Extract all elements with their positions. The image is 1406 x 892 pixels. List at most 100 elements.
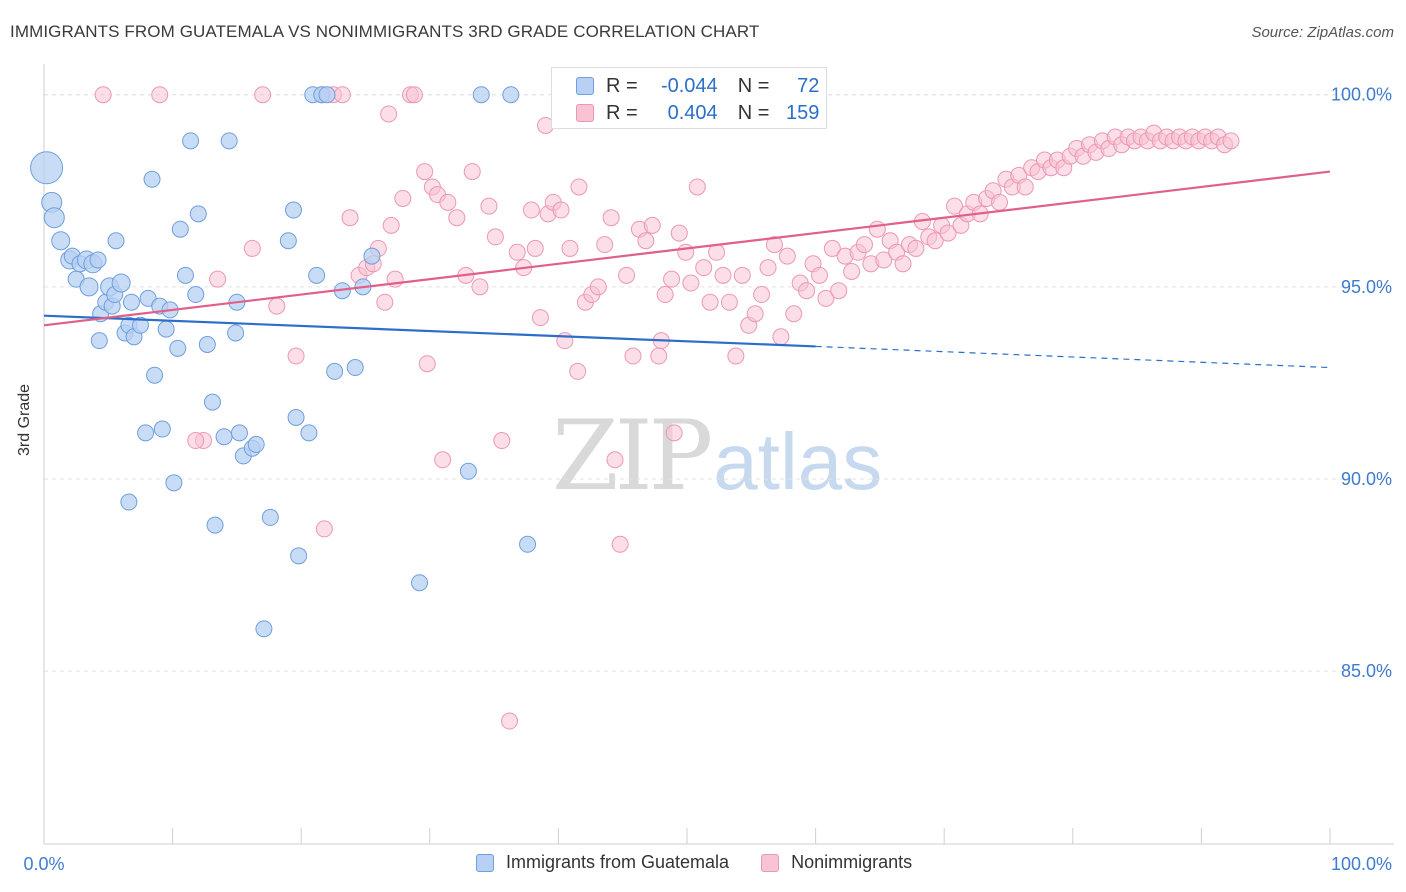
point-nonimmigrants bbox=[589, 278, 607, 296]
point-guatemala bbox=[107, 232, 125, 250]
stats-r-value: -0.044 bbox=[660, 74, 718, 97]
point-nonimmigrants bbox=[501, 712, 519, 730]
watermark: ZIPatlas bbox=[552, 400, 882, 512]
point-guatemala bbox=[287, 408, 305, 426]
point-nonimmigrants bbox=[830, 282, 848, 300]
point-nonimmigrants bbox=[380, 105, 398, 123]
point-nonimmigrants bbox=[526, 239, 544, 257]
point-guatemala bbox=[90, 332, 108, 350]
point-guatemala bbox=[247, 435, 265, 453]
point-guatemala bbox=[176, 266, 194, 284]
point-nonimmigrants bbox=[151, 86, 169, 104]
point-guatemala bbox=[137, 424, 155, 442]
legend-label-guatemala: Immigrants from Guatemala bbox=[506, 852, 730, 872]
point-nonimmigrants bbox=[569, 362, 587, 380]
point-nonimmigrants bbox=[570, 178, 588, 196]
point-guatemala bbox=[203, 393, 221, 411]
stats-r-label: R = bbox=[606, 74, 638, 97]
point-nonimmigrants bbox=[439, 193, 457, 211]
point-nonimmigrants bbox=[341, 209, 359, 227]
point-guatemala bbox=[43, 207, 65, 229]
legend-item-nonimmigrants[interactable]: Nonimmigrants bbox=[761, 852, 912, 873]
point-nonimmigrants bbox=[708, 243, 726, 261]
point-guatemala bbox=[346, 359, 364, 377]
point-nonimmigrants bbox=[434, 451, 452, 469]
point-nonimmigrants bbox=[753, 286, 771, 304]
point-guatemala bbox=[215, 428, 233, 446]
stats-n-label: N = bbox=[737, 101, 770, 124]
point-guatemala bbox=[198, 335, 216, 353]
legend-label-nonimmigrants: Nonimmigrants bbox=[791, 852, 913, 872]
legend-item-guatemala[interactable]: Immigrants from Guatemala bbox=[476, 852, 729, 873]
point-guatemala bbox=[318, 86, 336, 104]
point-guatemala bbox=[230, 424, 248, 442]
point-nonimmigrants bbox=[1222, 132, 1240, 150]
stats-r-value: 0.404 bbox=[667, 101, 718, 124]
y-tick-label: 95.0% bbox=[1341, 277, 1392, 297]
point-guatemala bbox=[472, 86, 490, 104]
point-guatemala bbox=[187, 286, 205, 304]
point-nonimmigrants bbox=[810, 266, 828, 284]
point-nonimmigrants bbox=[894, 255, 912, 273]
legend-swatch-nonimmigrants bbox=[761, 853, 780, 872]
trendline-guatemala bbox=[43, 314, 816, 348]
chart-title: IMMIGRANTS FROM GUATEMALA VS NONIMMIGRAN… bbox=[10, 22, 760, 41]
point-nonimmigrants bbox=[552, 201, 570, 219]
point-guatemala bbox=[30, 151, 64, 185]
point-guatemala bbox=[131, 316, 149, 334]
point-nonimmigrants bbox=[624, 347, 642, 365]
point-nonimmigrants bbox=[463, 163, 481, 181]
point-nonimmigrants bbox=[663, 270, 681, 288]
point-guatemala bbox=[308, 266, 326, 284]
x-tick-label-max: 100.0% bbox=[1331, 854, 1392, 874]
point-nonimmigrants bbox=[817, 289, 835, 307]
point-nonimmigrants bbox=[990, 193, 1008, 211]
point-nonimmigrants bbox=[418, 355, 436, 373]
point-nonimmigrants bbox=[772, 328, 790, 346]
y-tick-label: 100.0% bbox=[1331, 85, 1392, 105]
point-nonimmigrants bbox=[765, 236, 783, 254]
y-tick-label: 90.0% bbox=[1341, 469, 1392, 489]
point-guatemala bbox=[143, 170, 161, 188]
point-nonimmigrants bbox=[714, 266, 732, 284]
point-nonimmigrants bbox=[382, 216, 400, 234]
stats-n-value: 72 bbox=[797, 74, 820, 97]
point-nonimmigrants bbox=[1016, 178, 1034, 196]
stats-swatch-guatemala bbox=[576, 77, 594, 95]
point-guatemala bbox=[261, 508, 279, 526]
point-nonimmigrants bbox=[843, 262, 861, 280]
legend: Immigrants from Guatemala Nonimmigrants bbox=[476, 852, 944, 873]
watermark-atlas: atlas bbox=[713, 417, 883, 506]
point-nonimmigrants bbox=[670, 224, 688, 242]
source-label: Source: ZipAtlas.com bbox=[1251, 24, 1394, 41]
point-nonimmigrants bbox=[268, 297, 286, 315]
point-guatemala bbox=[284, 201, 302, 219]
point-nonimmigrants bbox=[315, 520, 333, 538]
point-nonimmigrants bbox=[695, 259, 713, 277]
point-nonimmigrants bbox=[416, 163, 434, 181]
stats-n-value: 159 bbox=[786, 101, 820, 124]
point-guatemala bbox=[120, 493, 138, 511]
point-nonimmigrants bbox=[682, 274, 700, 292]
point-nonimmigrants bbox=[471, 278, 489, 296]
point-nonimmigrants bbox=[650, 347, 668, 365]
point-nonimmigrants bbox=[394, 189, 412, 207]
point-guatemala bbox=[300, 424, 318, 442]
point-guatemala bbox=[111, 273, 131, 293]
point-nonimmigrants bbox=[785, 305, 803, 323]
point-nonimmigrants bbox=[643, 216, 661, 234]
point-nonimmigrants bbox=[187, 432, 205, 450]
point-guatemala bbox=[519, 535, 537, 553]
point-guatemala bbox=[290, 547, 308, 565]
point-nonimmigrants bbox=[733, 266, 751, 284]
point-nonimmigrants bbox=[746, 305, 764, 323]
point-guatemala bbox=[89, 251, 107, 269]
point-nonimmigrants bbox=[875, 251, 893, 269]
point-guatemala bbox=[255, 620, 273, 638]
point-nonimmigrants bbox=[656, 286, 674, 304]
point-nonimmigrants bbox=[493, 432, 511, 450]
point-guatemala bbox=[146, 366, 164, 384]
point-nonimmigrants bbox=[907, 239, 925, 257]
point-nonimmigrants bbox=[448, 209, 466, 227]
